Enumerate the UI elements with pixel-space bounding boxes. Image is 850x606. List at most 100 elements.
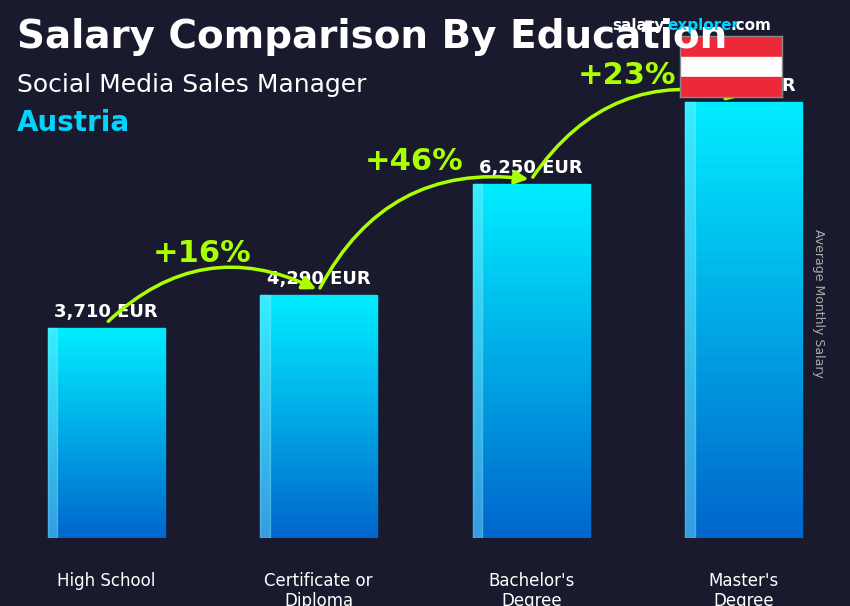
- Bar: [473, 404, 590, 410]
- Bar: [260, 397, 377, 402]
- Text: Certificate or
Diploma: Certificate or Diploma: [264, 571, 373, 606]
- Bar: [48, 357, 165, 361]
- Text: Social Media Sales Manager: Social Media Sales Manager: [17, 73, 366, 97]
- Text: Bachelor's
Degree: Bachelor's Degree: [488, 571, 575, 606]
- Bar: [685, 207, 802, 215]
- Bar: [48, 348, 165, 353]
- Bar: [685, 477, 802, 485]
- Bar: [473, 446, 590, 453]
- Bar: [473, 276, 590, 283]
- Bar: [48, 365, 165, 370]
- Bar: [48, 487, 165, 491]
- Bar: [473, 510, 590, 516]
- Bar: [260, 358, 377, 363]
- Bar: [685, 181, 802, 189]
- Bar: [685, 137, 802, 145]
- Bar: [48, 382, 165, 387]
- Bar: [473, 375, 590, 382]
- Bar: [48, 483, 165, 487]
- Bar: [260, 465, 377, 470]
- Bar: [685, 450, 802, 459]
- Bar: [685, 442, 802, 450]
- Bar: [473, 191, 590, 198]
- Bar: [685, 320, 802, 328]
- Bar: [48, 474, 165, 479]
- Bar: [473, 495, 590, 502]
- Bar: [473, 453, 590, 460]
- Bar: [260, 479, 377, 484]
- Bar: [260, 508, 377, 513]
- Bar: [260, 474, 377, 479]
- Bar: [685, 119, 802, 128]
- Bar: [260, 324, 377, 329]
- Bar: [260, 416, 377, 421]
- Bar: [685, 407, 802, 416]
- Bar: [685, 372, 802, 381]
- Bar: [680, 36, 782, 56]
- Bar: [260, 387, 377, 392]
- Text: Salary Comparison By Education: Salary Comparison By Education: [17, 18, 728, 56]
- Bar: [685, 189, 802, 198]
- Bar: [48, 504, 165, 508]
- Bar: [473, 439, 590, 446]
- Bar: [48, 458, 165, 462]
- Bar: [260, 353, 377, 358]
- Bar: [473, 531, 590, 538]
- Bar: [48, 533, 165, 538]
- Bar: [260, 363, 377, 368]
- Bar: [260, 392, 377, 397]
- Bar: [260, 460, 377, 465]
- Bar: [473, 297, 590, 304]
- Bar: [473, 488, 590, 495]
- Bar: [260, 436, 377, 441]
- Bar: [685, 311, 802, 320]
- Text: +16%: +16%: [152, 239, 252, 268]
- Bar: [48, 521, 165, 525]
- Bar: [48, 525, 165, 529]
- Bar: [685, 250, 802, 259]
- Bar: [48, 391, 165, 395]
- Bar: [685, 346, 802, 355]
- Bar: [685, 398, 802, 407]
- Bar: [473, 325, 590, 333]
- Bar: [685, 294, 802, 302]
- Bar: [685, 163, 802, 171]
- Bar: [260, 315, 377, 319]
- Bar: [685, 433, 802, 442]
- Bar: [260, 295, 269, 538]
- Bar: [48, 437, 165, 441]
- Bar: [48, 467, 165, 470]
- Bar: [260, 445, 377, 450]
- Bar: [48, 454, 165, 458]
- Bar: [473, 361, 590, 368]
- Bar: [260, 518, 377, 523]
- Bar: [48, 445, 165, 450]
- Bar: [685, 459, 802, 468]
- Bar: [48, 433, 165, 437]
- Bar: [260, 489, 377, 494]
- Bar: [680, 77, 782, 97]
- Bar: [260, 348, 377, 353]
- Bar: [48, 441, 165, 445]
- Bar: [260, 329, 377, 334]
- Bar: [260, 470, 377, 474]
- Bar: [685, 154, 802, 163]
- Bar: [260, 533, 377, 538]
- Text: Average Monthly Salary: Average Monthly Salary: [812, 228, 824, 378]
- Bar: [473, 184, 590, 191]
- Bar: [48, 529, 165, 533]
- Bar: [473, 382, 590, 389]
- Bar: [473, 368, 590, 375]
- Bar: [473, 396, 590, 404]
- Bar: [685, 424, 802, 433]
- Bar: [685, 233, 802, 241]
- Bar: [473, 425, 590, 431]
- Bar: [48, 336, 165, 341]
- Bar: [473, 318, 590, 325]
- Bar: [473, 339, 590, 347]
- Text: +23%: +23%: [578, 61, 676, 90]
- Bar: [473, 333, 590, 339]
- Bar: [48, 508, 165, 513]
- Bar: [48, 404, 165, 407]
- Bar: [260, 295, 377, 300]
